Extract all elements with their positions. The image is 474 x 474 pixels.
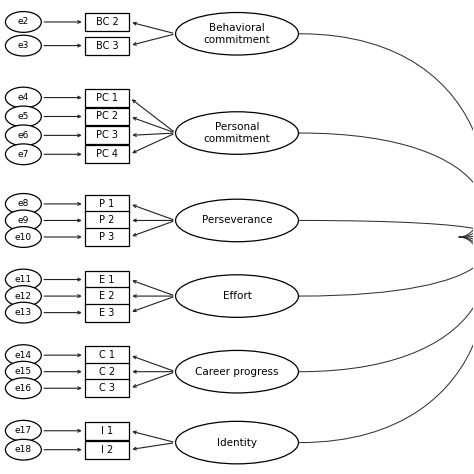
Text: e8: e8 bbox=[18, 200, 29, 209]
FancyBboxPatch shape bbox=[84, 422, 129, 440]
FancyBboxPatch shape bbox=[84, 363, 129, 381]
Text: Career progress: Career progress bbox=[195, 367, 279, 377]
Ellipse shape bbox=[5, 35, 41, 56]
FancyBboxPatch shape bbox=[84, 36, 129, 55]
Ellipse shape bbox=[175, 275, 299, 318]
Text: Effort: Effort bbox=[223, 291, 251, 301]
FancyArrowPatch shape bbox=[300, 220, 474, 237]
Text: PC 4: PC 4 bbox=[96, 149, 118, 159]
Text: e15: e15 bbox=[15, 367, 32, 376]
Text: e16: e16 bbox=[15, 384, 32, 393]
Text: Identity: Identity bbox=[217, 438, 257, 447]
Text: e5: e5 bbox=[18, 112, 29, 121]
Ellipse shape bbox=[5, 286, 41, 307]
FancyArrowPatch shape bbox=[300, 237, 474, 443]
Text: I 2: I 2 bbox=[101, 445, 113, 455]
Ellipse shape bbox=[5, 269, 41, 290]
Text: Behavioral
commitment: Behavioral commitment bbox=[204, 23, 270, 45]
Text: e7: e7 bbox=[18, 150, 29, 159]
Text: e13: e13 bbox=[15, 308, 32, 317]
FancyArrowPatch shape bbox=[300, 34, 474, 237]
Ellipse shape bbox=[5, 302, 41, 323]
Text: e2: e2 bbox=[18, 18, 29, 27]
Text: P 3: P 3 bbox=[100, 232, 115, 242]
Text: e17: e17 bbox=[15, 426, 32, 435]
Text: e10: e10 bbox=[15, 233, 32, 241]
Text: e6: e6 bbox=[18, 131, 29, 140]
Text: e14: e14 bbox=[15, 351, 32, 360]
Text: e3: e3 bbox=[18, 41, 29, 50]
FancyArrowPatch shape bbox=[300, 237, 474, 296]
Ellipse shape bbox=[175, 350, 299, 393]
FancyArrowPatch shape bbox=[300, 237, 474, 372]
Ellipse shape bbox=[175, 12, 299, 55]
FancyBboxPatch shape bbox=[84, 379, 129, 397]
FancyBboxPatch shape bbox=[84, 108, 129, 126]
Text: e4: e4 bbox=[18, 93, 29, 102]
FancyBboxPatch shape bbox=[84, 89, 129, 107]
FancyBboxPatch shape bbox=[84, 13, 129, 31]
Text: I 1: I 1 bbox=[101, 426, 113, 436]
Ellipse shape bbox=[5, 227, 41, 247]
Text: PC 2: PC 2 bbox=[96, 111, 118, 121]
Text: E 1: E 1 bbox=[100, 274, 115, 284]
Text: BC 3: BC 3 bbox=[96, 41, 118, 51]
Text: E 2: E 2 bbox=[99, 291, 115, 301]
Ellipse shape bbox=[5, 125, 41, 146]
Text: BC 2: BC 2 bbox=[96, 17, 118, 27]
FancyBboxPatch shape bbox=[84, 228, 129, 246]
Text: P 1: P 1 bbox=[100, 199, 115, 209]
FancyBboxPatch shape bbox=[84, 146, 129, 163]
FancyBboxPatch shape bbox=[84, 271, 129, 289]
Text: Personal
commitment: Personal commitment bbox=[204, 122, 270, 144]
Ellipse shape bbox=[5, 361, 41, 382]
FancyBboxPatch shape bbox=[84, 211, 129, 229]
Ellipse shape bbox=[5, 345, 41, 365]
Ellipse shape bbox=[5, 144, 41, 164]
Text: C 2: C 2 bbox=[99, 367, 115, 377]
Text: e12: e12 bbox=[15, 292, 32, 301]
Ellipse shape bbox=[5, 87, 41, 108]
FancyBboxPatch shape bbox=[84, 195, 129, 213]
Ellipse shape bbox=[175, 421, 299, 464]
Ellipse shape bbox=[5, 193, 41, 214]
Text: C 3: C 3 bbox=[99, 383, 115, 393]
Ellipse shape bbox=[175, 199, 299, 242]
Text: P 2: P 2 bbox=[100, 216, 115, 226]
Text: Perseverance: Perseverance bbox=[202, 216, 272, 226]
FancyBboxPatch shape bbox=[84, 304, 129, 321]
Text: e9: e9 bbox=[18, 216, 29, 225]
Ellipse shape bbox=[5, 378, 41, 399]
FancyArrowPatch shape bbox=[300, 133, 474, 237]
Text: PC 1: PC 1 bbox=[96, 92, 118, 102]
Ellipse shape bbox=[5, 439, 41, 460]
Ellipse shape bbox=[5, 11, 41, 32]
Text: e18: e18 bbox=[15, 445, 32, 454]
FancyBboxPatch shape bbox=[84, 441, 129, 459]
FancyBboxPatch shape bbox=[84, 287, 129, 305]
Ellipse shape bbox=[5, 420, 41, 441]
Text: PC 3: PC 3 bbox=[96, 130, 118, 140]
Text: C 1: C 1 bbox=[99, 350, 115, 360]
Ellipse shape bbox=[5, 210, 41, 231]
FancyBboxPatch shape bbox=[84, 127, 129, 145]
FancyBboxPatch shape bbox=[84, 346, 129, 364]
Text: E 3: E 3 bbox=[100, 308, 115, 318]
Ellipse shape bbox=[5, 106, 41, 127]
Text: e11: e11 bbox=[15, 275, 32, 284]
Ellipse shape bbox=[175, 112, 299, 155]
